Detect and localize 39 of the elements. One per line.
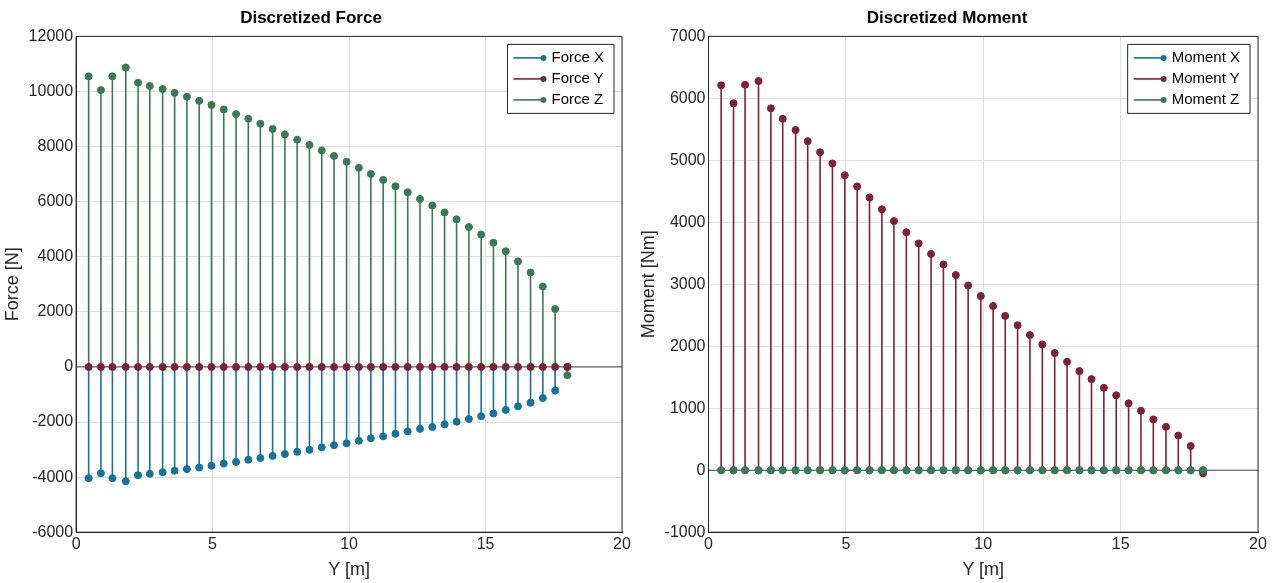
y-axis-title: Moment [Nm] xyxy=(637,230,658,339)
y-tick-label: 7000 xyxy=(669,26,706,44)
y-tick-label: -2000 xyxy=(32,412,74,430)
y-axis-title: Force [N] xyxy=(1,247,22,322)
y-tick-label: -4000 xyxy=(32,467,74,485)
legend-label: Force X xyxy=(551,48,604,66)
y-tick-label: 2000 xyxy=(669,336,706,354)
y-tick-label: 5000 xyxy=(669,150,706,168)
y-tick-label: 2000 xyxy=(37,302,74,320)
y-tick-label: -1000 xyxy=(664,522,706,540)
x-axis-title: Y [m] xyxy=(962,559,1005,580)
y-tick-label: 4000 xyxy=(669,212,706,230)
y-tick-label: -6000 xyxy=(32,522,74,540)
x-tick-label: 20 xyxy=(613,535,631,553)
y-tick-label: 6000 xyxy=(37,192,74,210)
legend-label: Force Z xyxy=(551,90,604,108)
legend-label: Moment Y xyxy=(1171,69,1240,87)
x-tick-label: 5 xyxy=(841,535,851,553)
y-tick-label: 6000 xyxy=(669,88,706,106)
chart-title: Discretized Force xyxy=(240,7,382,27)
legend-label: Force Y xyxy=(551,69,604,87)
x-tick-label: 10 xyxy=(340,535,359,553)
y-tick-label: 3000 xyxy=(669,274,706,292)
y-tick-label: 1000 xyxy=(669,398,706,416)
y-tick-label: 0 xyxy=(64,357,74,375)
legend-label: Moment X xyxy=(1171,48,1240,66)
y-tick-label: 10000 xyxy=(28,81,74,99)
chart-title: Discretized Moment xyxy=(866,7,1028,27)
y-tick-label: 12000 xyxy=(28,26,74,44)
x-tick-label: 15 xyxy=(476,535,495,553)
x-tick-label: 20 xyxy=(1249,535,1267,553)
x-tick-label: 10 xyxy=(974,535,993,553)
x-tick-label: 15 xyxy=(1111,535,1130,553)
y-tick-label: 8000 xyxy=(37,136,74,154)
y-tick-label: 4000 xyxy=(37,247,74,265)
y-tick-label: 0 xyxy=(696,460,706,478)
x-axis-title: Y [m] xyxy=(328,559,370,580)
legend-label: Moment Z xyxy=(1171,90,1240,108)
x-tick-label: 5 xyxy=(208,535,218,553)
